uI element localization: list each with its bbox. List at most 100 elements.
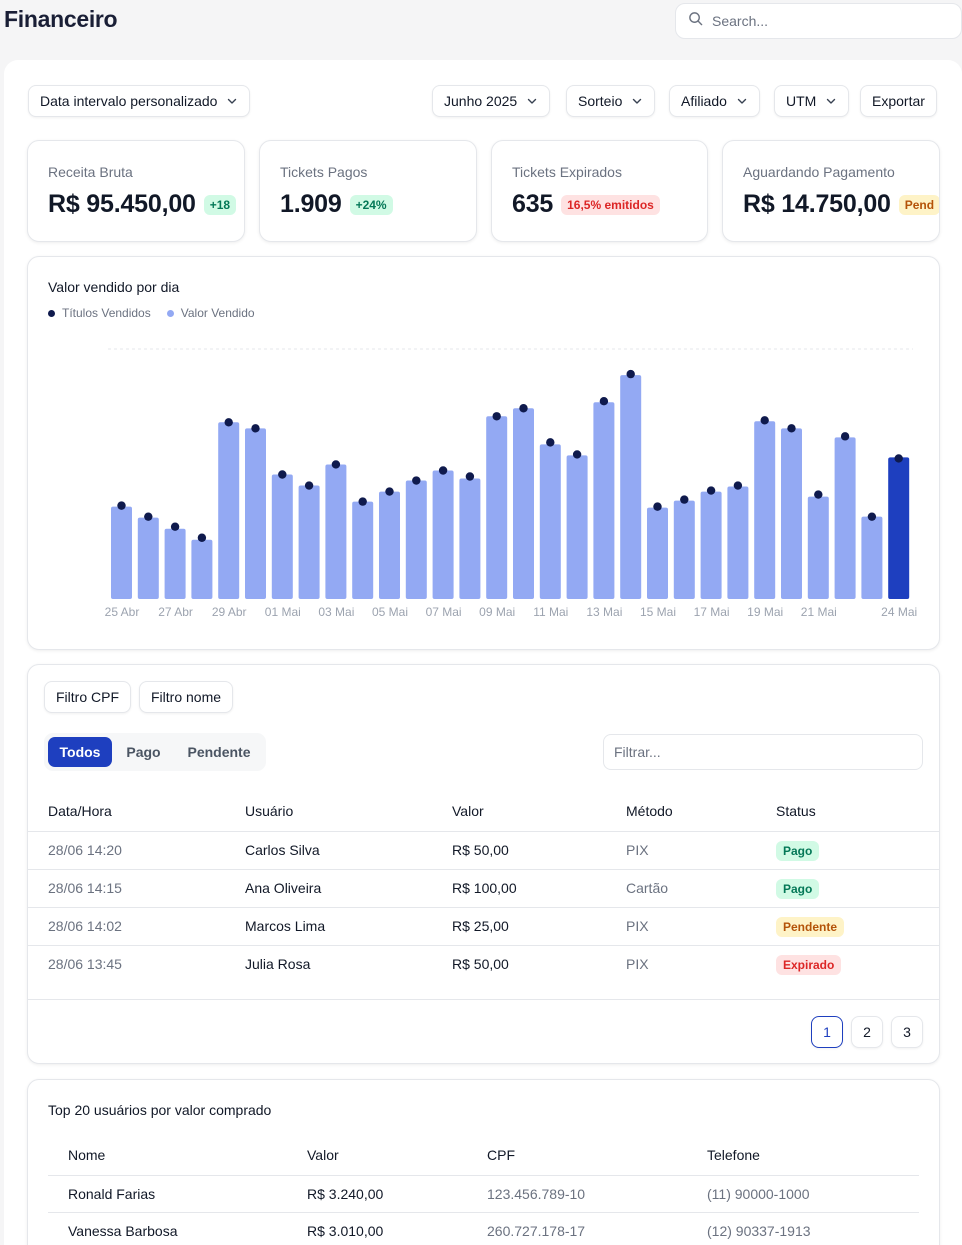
filter-cpf-button[interactable]: Filtro CPF: [44, 681, 131, 713]
search-input[interactable]: [712, 13, 942, 29]
chart-bar[interactable]: [620, 375, 642, 599]
chart-bar[interactable]: [754, 421, 776, 599]
column-header-user[interactable]: Usuário: [245, 803, 294, 819]
chart-point[interactable]: [385, 487, 394, 496]
chart-point[interactable]: [894, 454, 903, 463]
chart-bar[interactable]: [834, 437, 856, 599]
export-button[interactable]: Exportar: [860, 85, 937, 117]
chart-point[interactable]: [814, 490, 823, 499]
chart-point[interactable]: [840, 432, 850, 441]
chart-point[interactable]: [331, 460, 341, 469]
chart-bar[interactable]: [218, 422, 240, 599]
page-title: Financeiro: [4, 6, 118, 32]
chart-title: Valor vendido por dia: [48, 279, 180, 295]
filter-name-button[interactable]: Filtro nome: [139, 681, 234, 713]
chart-point[interactable]: [358, 497, 367, 506]
chart-point[interactable]: [465, 472, 475, 481]
chart-point[interactable]: [224, 418, 233, 427]
legend-dot: [48, 309, 55, 317]
chart-point[interactable]: [572, 450, 582, 459]
page-button-3[interactable]: 3: [891, 1016, 923, 1048]
chart-bar[interactable]: [888, 457, 910, 599]
raffle-dropdown[interactable]: Sorteio: [566, 85, 656, 117]
utm-dropdown[interactable]: UTM: [774, 85, 850, 117]
status-badge: Expirado: [776, 955, 842, 975]
chart-bar[interactable]: [137, 517, 159, 599]
chart-bar[interactable]: [245, 428, 266, 599]
chart-bar[interactable]: [405, 480, 427, 599]
x-tick-label: 24 Mai: [881, 605, 917, 619]
column-header-value[interactable]: Valor: [307, 1147, 339, 1163]
tab-paid[interactable]: Pago: [126, 744, 161, 760]
chart-point[interactable]: [787, 424, 796, 433]
legend-label: Títulos Vendidos: [62, 306, 151, 320]
row-user: Carlos Silva: [245, 842, 320, 858]
chart-bar[interactable]: [700, 491, 722, 599]
chart-bar[interactable]: [352, 501, 374, 599]
tab-pending[interactable]: Pendente: [187, 744, 251, 760]
column-header-name[interactable]: Nome: [68, 1147, 106, 1163]
chart-point[interactable]: [117, 501, 126, 510]
chart-point[interactable]: [412, 476, 421, 485]
chart-bar[interactable]: [781, 428, 802, 599]
chart-bar[interactable]: [861, 516, 883, 599]
chart-bar[interactable]: [673, 500, 695, 599]
column-header-cpf[interactable]: CPF: [487, 1147, 515, 1163]
chart-bar[interactable]: [164, 528, 186, 599]
column-header-datetime[interactable]: Data/Hora: [48, 803, 112, 819]
chart-bar[interactable]: [593, 402, 615, 599]
kpi-card-expired-tickets: Tickets Expirados 635 16,5% emitidos: [491, 140, 708, 242]
chart-point[interactable]: [519, 404, 528, 413]
chart-point[interactable]: [599, 397, 609, 406]
chart-bar[interactable]: [647, 507, 668, 599]
chart-bar[interactable]: [486, 416, 508, 599]
chart-point[interactable]: [546, 438, 555, 447]
chart-point[interactable]: [760, 416, 769, 425]
chart-bar[interactable]: [459, 478, 481, 599]
chart-point[interactable]: [278, 470, 287, 479]
chart-point[interactable]: [144, 512, 153, 521]
page-button-2[interactable]: 2: [851, 1016, 883, 1048]
chart-point[interactable]: [438, 466, 448, 475]
chart-point[interactable]: [680, 495, 689, 504]
chart-point[interactable]: [304, 481, 314, 490]
kpi-value: 635: [512, 190, 554, 218]
month-dropdown[interactable]: Junho 2025: [432, 85, 551, 117]
chart-point[interactable]: [706, 486, 716, 495]
affiliate-dropdown[interactable]: Afiliado: [669, 85, 760, 117]
chart-point[interactable]: [867, 512, 877, 521]
column-header-value[interactable]: Valor: [452, 803, 484, 819]
chart-bar[interactable]: [727, 486, 749, 599]
chart-bar[interactable]: [379, 491, 400, 599]
date-range-dropdown[interactable]: Data intervalo personalizado: [28, 85, 251, 117]
status-badge: Pendente: [776, 917, 845, 937]
filter-cpf-label: Filtro CPF: [56, 689, 119, 705]
chart-bar[interactable]: [111, 506, 132, 599]
page-button-1[interactable]: 1: [811, 1016, 843, 1048]
tab-all[interactable]: Todos: [48, 737, 112, 767]
kpi-badge: 16,5% emitidos: [561, 194, 660, 215]
row-datetime: 28/06 13:45: [48, 956, 122, 972]
chart-bar[interactable]: [298, 485, 320, 599]
column-header-method[interactable]: Método: [626, 803, 673, 819]
chart-point[interactable]: [626, 369, 635, 379]
chart-bar[interactable]: [807, 496, 829, 599]
chart-bar[interactable]: [325, 464, 347, 599]
filter-input[interactable]: [603, 734, 923, 770]
column-header-phone[interactable]: Telefone: [707, 1147, 760, 1163]
chart-bar[interactable]: [271, 474, 293, 599]
chart-bar[interactable]: [513, 408, 534, 599]
search-box[interactable]: [675, 3, 962, 39]
chart-point[interactable]: [492, 412, 501, 421]
chart-point[interactable]: [170, 522, 180, 531]
column-header-status[interactable]: Status: [776, 803, 816, 819]
chart-bar[interactable]: [191, 539, 213, 599]
chart-bar[interactable]: [539, 444, 561, 599]
status-tabs: Todos Pago Pendente: [44, 733, 266, 771]
chart-point[interactable]: [251, 424, 260, 433]
chart-point[interactable]: [653, 502, 662, 511]
chart-point[interactable]: [733, 481, 743, 490]
chart-point[interactable]: [197, 533, 207, 542]
chart-bar[interactable]: [432, 470, 454, 599]
chart-bar[interactable]: [566, 455, 588, 599]
